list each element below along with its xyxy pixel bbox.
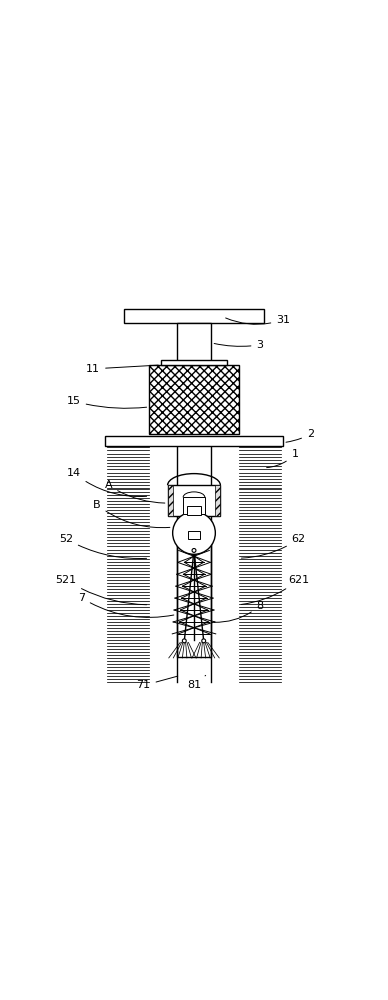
Circle shape: [173, 512, 215, 554]
Bar: [177, 447, 211, 488]
Text: 3: 3: [214, 340, 263, 350]
Bar: [183, 497, 205, 514]
Bar: [149, 365, 239, 434]
Text: 621: 621: [241, 575, 309, 604]
Circle shape: [192, 548, 196, 552]
Circle shape: [202, 639, 206, 643]
Text: 8: 8: [214, 601, 263, 622]
Bar: [187, 506, 201, 515]
Bar: [161, 360, 227, 365]
Text: 31: 31: [226, 315, 290, 325]
Text: 2: 2: [286, 429, 314, 442]
Text: 81: 81: [187, 675, 206, 690]
Text: 11: 11: [86, 364, 158, 374]
Circle shape: [182, 639, 186, 643]
Text: 15: 15: [67, 396, 147, 408]
Bar: [168, 485, 220, 516]
Bar: [168, 485, 173, 516]
Bar: [177, 489, 211, 682]
Bar: [177, 539, 211, 657]
Text: 71: 71: [137, 676, 178, 690]
Text: 1: 1: [267, 449, 298, 468]
Text: 7: 7: [78, 593, 174, 617]
Bar: [215, 485, 220, 516]
Bar: [105, 436, 283, 446]
Text: 62: 62: [241, 534, 306, 558]
Bar: [177, 323, 211, 361]
Text: B: B: [93, 500, 170, 528]
Text: 521: 521: [55, 575, 147, 605]
Text: 52: 52: [59, 534, 147, 559]
Bar: [124, 309, 264, 323]
Text: A: A: [105, 480, 165, 503]
Text: 14: 14: [67, 468, 147, 497]
Bar: [188, 531, 200, 539]
